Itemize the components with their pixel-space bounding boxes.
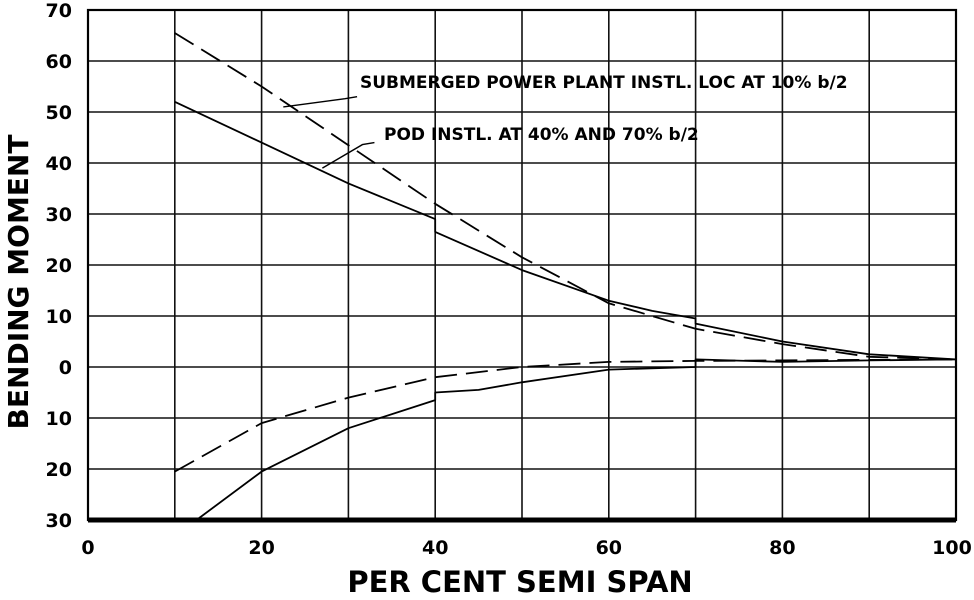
x-tick-label: 20 <box>248 537 274 559</box>
y-tick-label: 70 <box>46 0 72 22</box>
annotation-submerged-power-plant: SUBMERGED POWER PLANT INSTL. LOC AT 10% … <box>360 73 848 93</box>
y-tick-label: 30 <box>46 510 72 532</box>
x-tick-label: 100 <box>932 537 972 559</box>
y-tick-label: 50 <box>46 102 72 124</box>
series-line-1-dashed <box>174 32 957 361</box>
annotation-pod-installation: POD INSTL. AT 40% AND 70% b/2 <box>384 125 699 145</box>
y-axis-title: BENDING MOMENT <box>2 135 35 430</box>
x-tick-label: 80 <box>769 537 795 559</box>
y-tick-label: 30 <box>46 204 72 226</box>
series-line-2-solid <box>174 100 957 361</box>
y-tick-label: 60 <box>46 51 72 73</box>
y-tick-label: 20 <box>46 255 72 277</box>
x-tick-label: 60 <box>596 537 622 559</box>
annotation-leader-1 <box>283 96 358 108</box>
x-tick-labels: 0 20 40 60 80 100 <box>81 537 971 559</box>
x-tick-label: 0 <box>81 537 94 559</box>
y-tick-label: 0 <box>59 357 72 379</box>
x-tick-label: 40 <box>422 537 448 559</box>
y-tick-label: 40 <box>46 153 72 175</box>
series-line-3-dashed <box>174 358 957 473</box>
series-line-4-solid <box>195 358 957 521</box>
y-tick-label: 10 <box>46 408 72 430</box>
annotation-leader-2 <box>322 141 375 169</box>
y-tick-labels: 70 60 50 40 30 20 10 0 10 20 30 <box>46 0 72 532</box>
y-tick-label: 20 <box>46 459 72 481</box>
series-group <box>174 32 957 521</box>
y-tick-label: 10 <box>46 306 72 328</box>
grid <box>86 8 958 523</box>
x-axis-title: PER CENT SEMI SPAN <box>347 565 692 599</box>
leader-lines <box>283 96 375 169</box>
